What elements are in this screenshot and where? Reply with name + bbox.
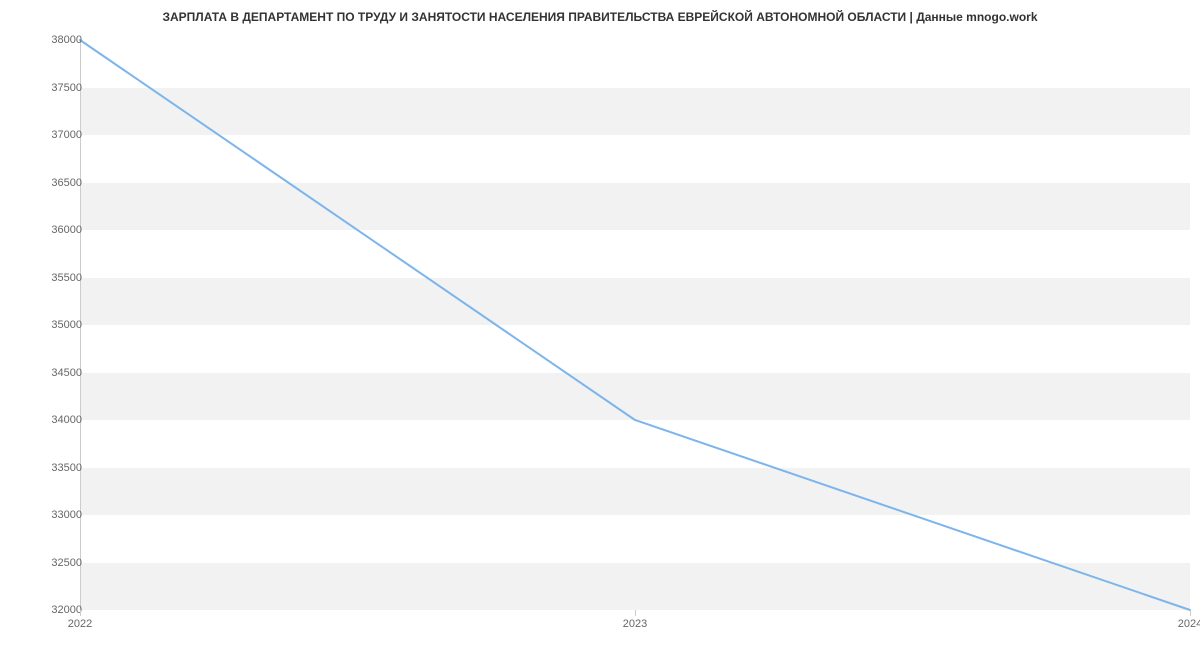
y-tick-label: 35500	[22, 272, 82, 284]
y-tick-label: 38000	[22, 34, 82, 46]
x-tick-label: 2024	[1178, 618, 1200, 630]
y-tick-label: 32000	[22, 604, 82, 616]
salary-chart: ЗАРПЛАТА В ДЕПАРТАМЕНТ ПО ТРУДУ И ЗАНЯТО…	[0, 0, 1200, 650]
y-tick-label: 36000	[22, 224, 82, 236]
y-tick-label: 34000	[22, 414, 82, 426]
y-tick-label: 33500	[22, 462, 82, 474]
y-tick-label: 36500	[22, 177, 82, 189]
chart-title: ЗАРПЛАТА В ДЕПАРТАМЕНТ ПО ТРУДУ И ЗАНЯТО…	[0, 10, 1200, 24]
y-tick-label: 37000	[22, 129, 82, 141]
x-tick-mark	[635, 610, 636, 616]
y-tick-label: 37500	[22, 82, 82, 94]
y-tick-label: 34500	[22, 367, 82, 379]
y-tick-label: 35000	[22, 319, 82, 331]
plot-area	[80, 40, 1190, 610]
x-tick-label: 2022	[68, 618, 92, 630]
x-tick-label: 2023	[623, 618, 647, 630]
series-line	[80, 40, 1190, 610]
x-tick-mark	[80, 610, 81, 616]
y-tick-label: 32500	[22, 557, 82, 569]
x-tick-mark	[1190, 610, 1191, 616]
y-tick-label: 33000	[22, 509, 82, 521]
